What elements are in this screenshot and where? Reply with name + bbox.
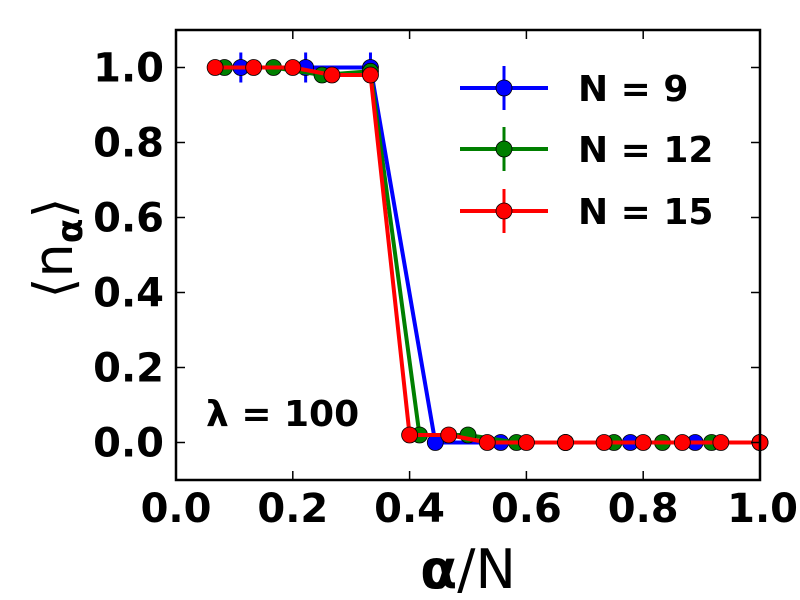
- x-tick-label: 0.8: [608, 486, 679, 532]
- y-tick-label: 0.8: [93, 121, 164, 167]
- series-2: [216, 59, 769, 451]
- y-tick-label: 0.0: [93, 421, 164, 467]
- data-point: [245, 59, 263, 76]
- data-point: [478, 434, 496, 451]
- y-axis-label-n: n: [22, 243, 85, 277]
- y-axis-label: ⟨nα⟩: [22, 197, 91, 298]
- x-tick-label: 1.0: [727, 486, 798, 532]
- legend-marker: [495, 202, 513, 220]
- legend: N = 9 N = 12 N = 15: [460, 66, 713, 233]
- data-point: [323, 66, 341, 84]
- data-point: [595, 434, 613, 451]
- series-line: [224, 65, 760, 445]
- data-point: [206, 59, 224, 76]
- y-axis-label-open: ⟨: [22, 277, 85, 298]
- data-point: [518, 434, 535, 451]
- legend-label: N = 15: [578, 192, 713, 233]
- plot-frame: [174, 28, 762, 482]
- y-axis-label-close: ⟩: [22, 197, 85, 218]
- data-point: [362, 66, 379, 84]
- x-tick-label: 0.0: [141, 486, 212, 532]
- series-1: [232, 52, 769, 451]
- legend-marker: [495, 79, 513, 97]
- data-point: [712, 434, 730, 451]
- y-tick-label: 0.6: [93, 196, 164, 242]
- x-axis-label-alpha: α: [420, 538, 457, 600]
- data-point: [557, 434, 574, 451]
- y-tick-label: 1.0: [93, 46, 164, 92]
- x-axis-label: α/N: [420, 538, 516, 600]
- data-point: [440, 426, 458, 444]
- x-tick-label: 0.2: [257, 486, 328, 532]
- y-axis-label-sub: α: [50, 219, 91, 244]
- x-axis-label-rest: /N: [457, 538, 516, 600]
- series-layer: [206, 52, 769, 451]
- ticks-layer: 0.0 0.2 0.4 0.6 0.8 1.0 0.0 0.2 0.4 0.6 0.8 1.0: [93, 30, 798, 532]
- data-point: [401, 426, 419, 444]
- legend-label: N = 12: [578, 130, 713, 171]
- legend-label: N = 9: [578, 69, 688, 110]
- y-tick-label: 0.2: [93, 346, 164, 392]
- series-3: [206, 59, 769, 451]
- legend-marker: [495, 140, 513, 158]
- y-axis-label-group: ⟨nα⟩: [22, 197, 91, 298]
- x-tick-label: 0.4: [374, 486, 445, 532]
- data-point: [284, 59, 302, 76]
- series-line: [215, 65, 760, 445]
- x-tick-label: 0.6: [491, 486, 562, 532]
- data-point: [634, 434, 652, 451]
- data-point: [673, 434, 691, 451]
- y-tick-label: 0.4: [93, 271, 164, 317]
- lambda-annotation: λ = 100: [206, 394, 359, 435]
- series-line: [240, 65, 760, 445]
